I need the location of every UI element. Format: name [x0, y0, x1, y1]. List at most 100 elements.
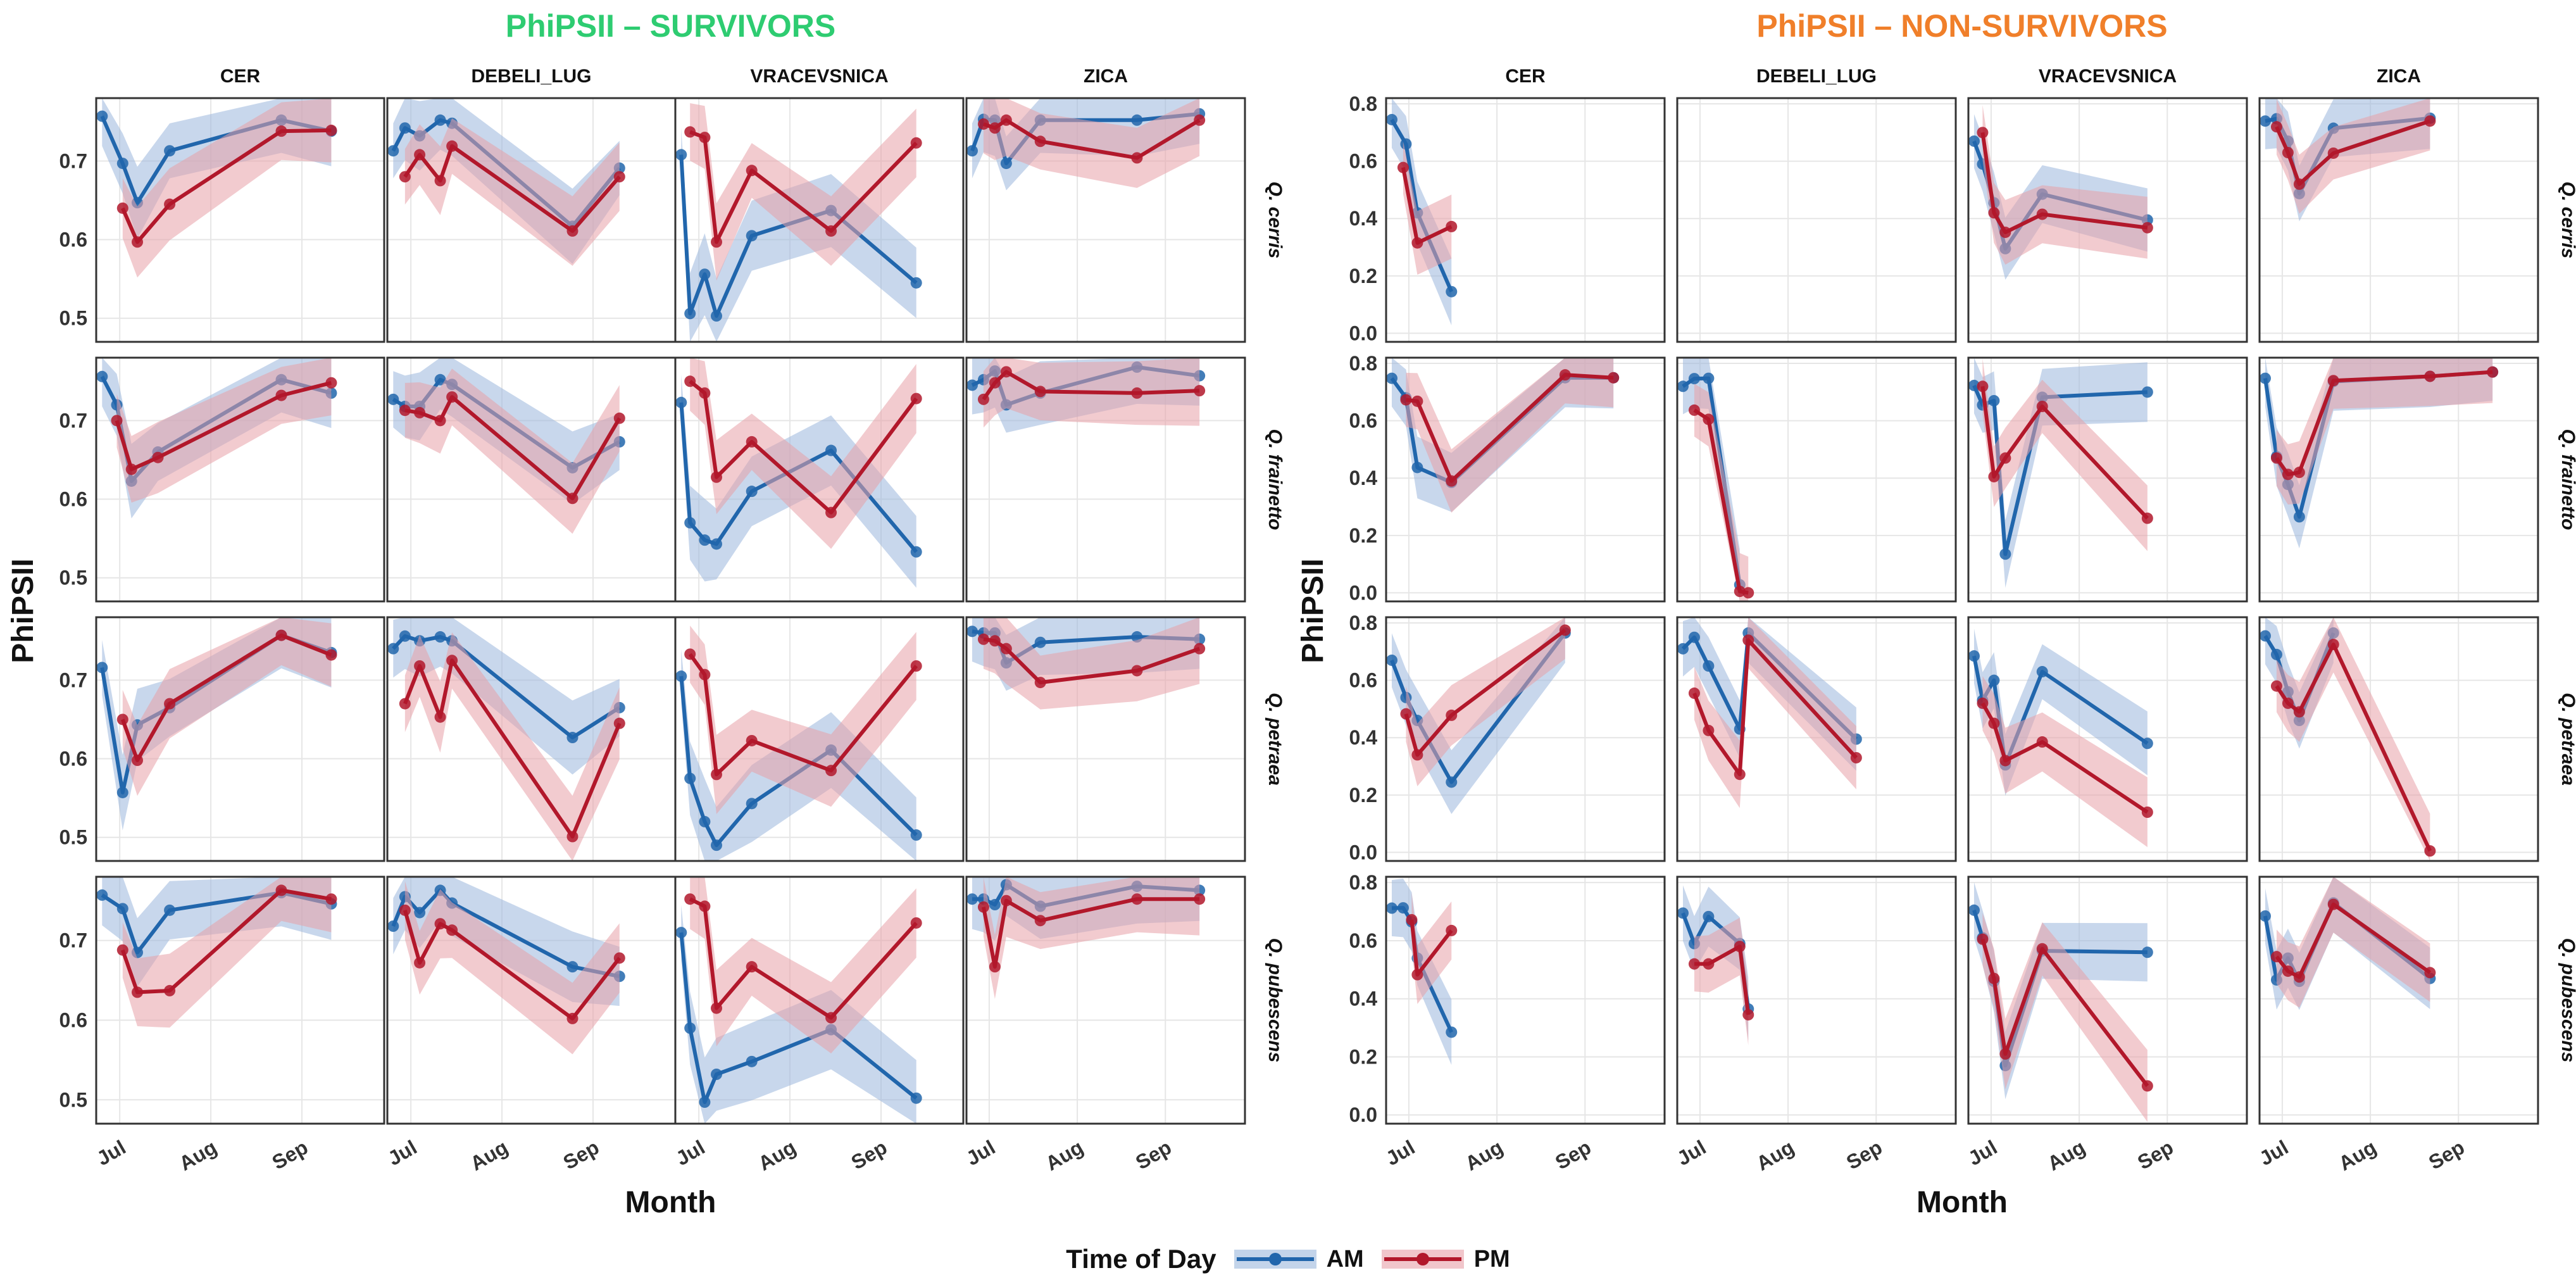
pm-data-point: [1988, 207, 2000, 219]
pm-data-point: [275, 389, 287, 401]
x-tick-label: Aug: [754, 1136, 800, 1175]
facet-column-label: VRACEVSNICA: [750, 66, 888, 87]
y-tick-label: 0.6: [1349, 150, 1377, 173]
y-tick-label: 0.7: [59, 149, 87, 172]
panel-qpubescens-vracevsnica: [1967, 876, 2248, 1125]
x-tick-label: Aug: [2335, 1136, 2380, 1175]
y-tick-label: 0.6: [1349, 410, 1377, 432]
x-axis-title: Month: [625, 1186, 716, 1219]
am-data-point: [1688, 631, 1700, 643]
pm-data-point: [711, 1002, 722, 1014]
panel-border: [1676, 97, 1957, 343]
panel-border: [2258, 356, 2539, 603]
y-tick-label: 0.6: [1349, 929, 1377, 952]
pm-data-point: [414, 149, 426, 161]
pm-data-point: [2327, 147, 2339, 159]
pm-data-point: [1742, 634, 1754, 646]
pm-data-point: [2036, 943, 2048, 955]
pm-data-point: [1999, 755, 2011, 767]
panel-border: [1967, 356, 2248, 603]
pm-confidence-band: [690, 103, 916, 281]
pm-data-point: [910, 392, 922, 405]
pm-data-point: [1999, 1048, 2011, 1060]
pm-data-point: [684, 648, 696, 660]
facet-row-label: Q. petraea: [2558, 693, 2576, 786]
pm-data-point: [2424, 845, 2436, 857]
pm-confidence-band: [690, 877, 916, 1054]
am-confidence-band: [2265, 617, 2334, 749]
am-data-point: [699, 534, 711, 546]
pm-data-point: [1034, 386, 1046, 398]
pm-data-point: [2141, 807, 2153, 818]
panel-border: [1385, 97, 1666, 343]
pm-data-point: [699, 132, 711, 144]
am-data-point: [1988, 394, 2000, 406]
pm-data-point: [434, 918, 446, 930]
non-survivors-chart: PhiPSII – NON-SURVIVORS Month PhiPSII CER DE…: [1296, 8, 2576, 1219]
pm-confidence-band: [690, 358, 916, 549]
am-data-point: [675, 670, 687, 682]
am-data-point: [675, 149, 687, 161]
am-data-point: [414, 907, 426, 919]
pm-data-point: [825, 225, 837, 237]
legend: Time of Day AM PM: [0, 1244, 2576, 1274]
panel-qcerris-vracevsnica: [1967, 97, 2248, 343]
pm-confidence-band: [2276, 877, 2430, 1008]
am-data-point: [684, 772, 696, 784]
am-data-point: [1400, 138, 1412, 150]
y-tick-label: 0.8: [1349, 871, 1377, 894]
survivors-chart: PhiPSII – SURVIVORS Month PhiPSII CER DEBELI…: [6, 8, 1285, 1219]
y-tick-label: 0.5: [59, 307, 87, 330]
pm-confidence-band: [1982, 358, 2148, 551]
am-data-point: [966, 625, 978, 637]
pm-data-point: [825, 506, 837, 518]
x-tick-label: Jul: [2255, 1136, 2292, 1170]
am-data-point: [1968, 379, 1980, 391]
am-data-point: [387, 920, 399, 932]
y-tick-label: 0.2: [1349, 784, 1377, 807]
am-data-point: [684, 517, 696, 529]
pm-confidence-band: [983, 98, 1200, 188]
pm-data-point: [699, 900, 711, 912]
am-data-point: [1688, 373, 1700, 385]
am-data-point: [1677, 907, 1689, 919]
am-data-point: [399, 122, 411, 134]
panel-qpetraea-debeli_lug: [1676, 616, 1957, 862]
pm-data-point: [1734, 586, 1746, 598]
chart-title: PhiPSII – SURVIVORS: [506, 8, 835, 44]
am-data-point: [1131, 114, 1143, 126]
panel-qfrainetto-vracevsnica: [674, 356, 965, 603]
y-tick-label: 0.0: [1349, 322, 1377, 344]
legend-item-pm: PM: [1381, 1246, 1510, 1273]
am-data-point: [1397, 902, 1409, 914]
pm-data-point: [446, 391, 458, 403]
pm-data-point: [613, 412, 625, 424]
pm-confidence-band: [404, 118, 620, 266]
am-data-point: [96, 889, 108, 901]
pm-data-point: [1850, 751, 1862, 763]
pm-data-point: [434, 415, 446, 427]
am-data-point: [2036, 666, 2048, 678]
pm-data-point: [325, 649, 337, 661]
am-data-point: [746, 486, 758, 498]
pm-data-point: [2424, 115, 2436, 127]
x-tick-label: Aug: [1042, 1136, 1087, 1175]
pm-data-point: [132, 755, 143, 767]
pm-data-point: [1977, 933, 1989, 945]
panel-border: [1676, 356, 1957, 603]
am-data-point: [96, 662, 108, 674]
am-data-point: [825, 444, 837, 456]
x-tick-label: Sep: [268, 1136, 312, 1174]
pm-data-point: [1194, 893, 1206, 905]
panel-qpubescens-cer: [1385, 876, 1666, 1125]
pm-data-point: [275, 629, 287, 641]
y-tick-label: 0.8: [1349, 612, 1377, 634]
am-data-point: [675, 396, 687, 408]
pm-data-point: [116, 944, 128, 956]
pm-data-point: [1988, 972, 2000, 984]
panel-border: [1676, 876, 1957, 1125]
x-tick-label: Aug: [1461, 1136, 1507, 1175]
panel-qpubescens-zica: [2258, 876, 2539, 1125]
pm-data-point: [132, 236, 143, 248]
facet-row-label: Q. cerris: [1265, 182, 1285, 259]
